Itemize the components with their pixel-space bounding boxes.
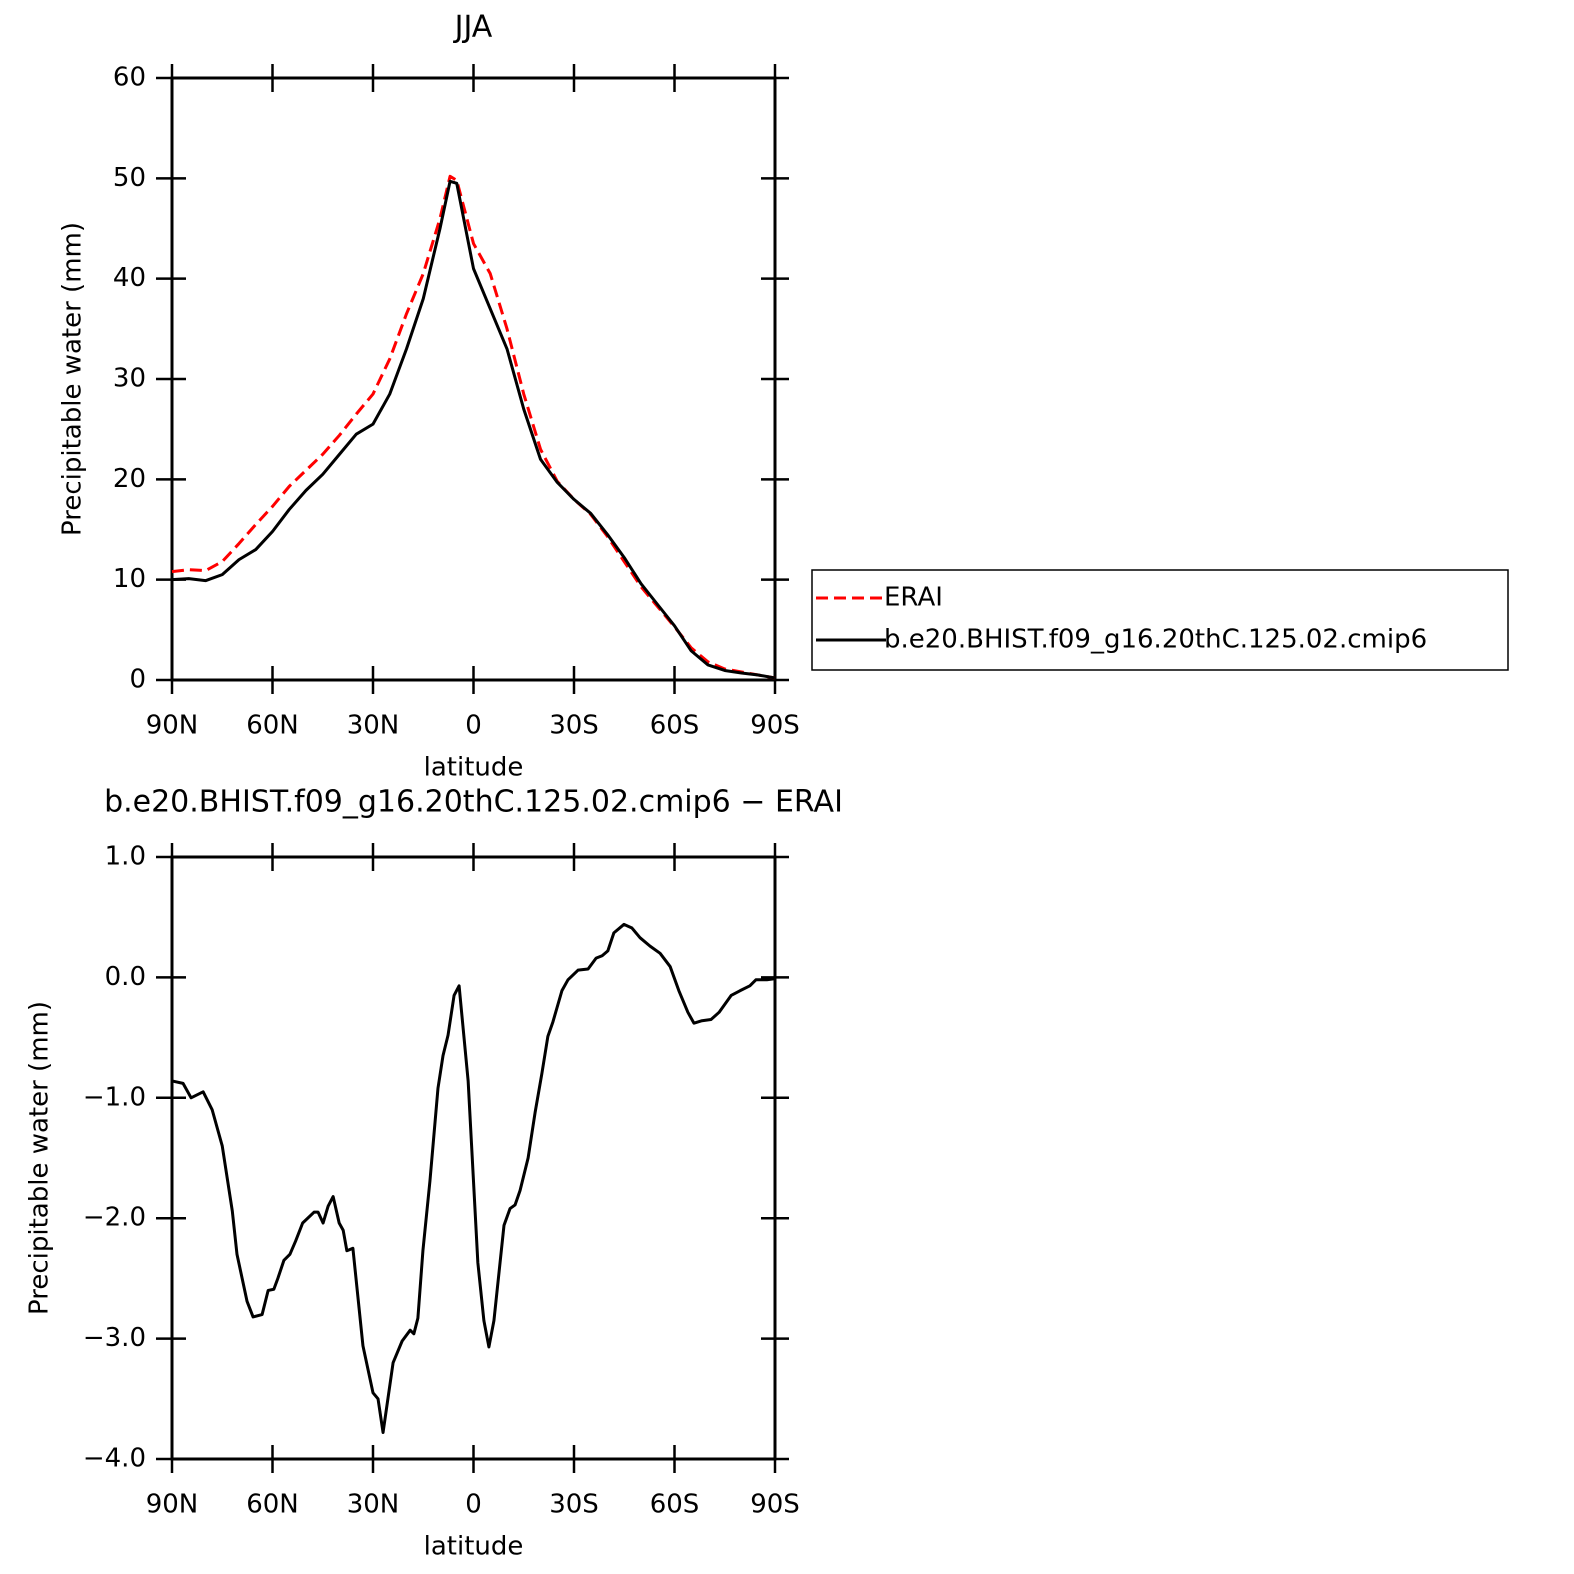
y-tick-label: −3.0 bbox=[83, 1323, 146, 1353]
plot-frame bbox=[170, 76, 777, 682]
x-tick-label: 30N bbox=[347, 1490, 400, 1520]
data-line bbox=[171, 922, 776, 1435]
y-tick-label: 10 bbox=[113, 564, 146, 594]
legend-label: b.e20.BHIST.f09_g16.20thC.125.02.cmip6 bbox=[884, 625, 1427, 655]
legend-box bbox=[811, 569, 1509, 671]
y-tick-label: −1.0 bbox=[83, 1082, 146, 1112]
x-tick-label: 60S bbox=[650, 1490, 700, 1520]
y-tick-label: 60 bbox=[113, 63, 146, 93]
x-tick-label: 90N bbox=[146, 1490, 199, 1520]
x-tick-label: 30S bbox=[549, 1490, 599, 1520]
chart-title: JJA bbox=[453, 10, 493, 45]
x-tick-label: 90N bbox=[146, 711, 199, 741]
legend-label: ERAI bbox=[884, 583, 943, 613]
y-axis-label: Precipitable water (mm) bbox=[58, 222, 88, 536]
x-tick-label: 60S bbox=[650, 711, 700, 741]
y-tick-label: 0.0 bbox=[105, 962, 146, 992]
y-tick-label: 30 bbox=[113, 364, 146, 394]
x-tick-label: 30N bbox=[347, 711, 400, 741]
y-tick-label: 40 bbox=[113, 263, 146, 293]
y-tick-label: −4.0 bbox=[83, 1444, 146, 1474]
x-tick-label: 60N bbox=[246, 711, 299, 741]
y-tick-label: 0 bbox=[129, 665, 146, 695]
x-axis-label: latitude bbox=[424, 753, 524, 783]
x-tick-label: 90S bbox=[750, 1490, 800, 1520]
data-line bbox=[171, 179, 776, 680]
y-axis-label: Precipitable water (mm) bbox=[25, 1001, 55, 1315]
x-tick-label: 30S bbox=[549, 711, 599, 741]
data-line bbox=[171, 174, 776, 680]
y-tick-label: 1.0 bbox=[105, 842, 146, 872]
chart-title: b.e20.BHIST.f09_g16.20thC.125.02.cmip6 −… bbox=[104, 785, 843, 820]
x-axis-label: latitude bbox=[424, 1532, 524, 1562]
x-tick-label: 60N bbox=[246, 1490, 299, 1520]
x-tick-label: 0 bbox=[465, 1490, 482, 1520]
y-tick-label: 50 bbox=[113, 163, 146, 193]
x-tick-label: 90S bbox=[750, 711, 800, 741]
x-tick-label: 0 bbox=[465, 711, 482, 741]
y-tick-label: −2.0 bbox=[83, 1203, 146, 1233]
y-tick-label: 20 bbox=[113, 464, 146, 494]
